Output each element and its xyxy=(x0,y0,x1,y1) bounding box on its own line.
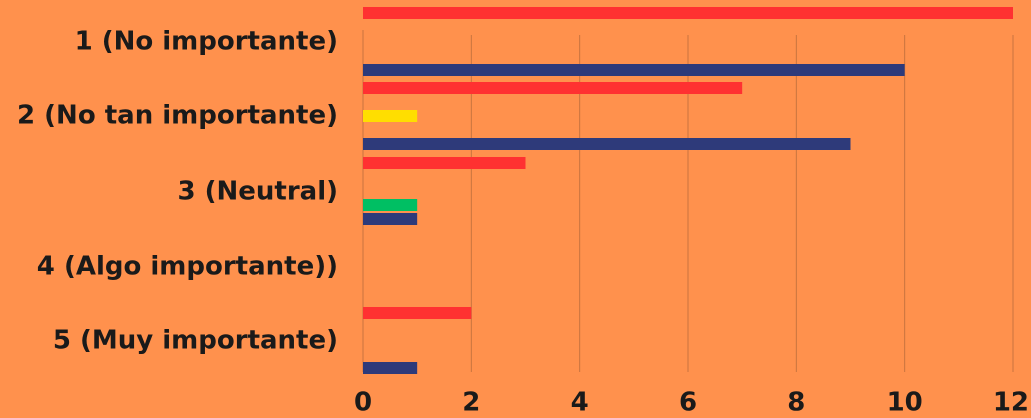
bar-series4-cat2 xyxy=(363,138,851,150)
x-tick-label-6: 6 xyxy=(679,388,697,418)
category-label-1: 1 (No importante) xyxy=(75,27,338,57)
x-tick-label-12: 12 xyxy=(993,388,1029,418)
category-label-4: 4 (Algo importante)) xyxy=(37,252,338,282)
x-tick-labels: 0 2 4 6 8 10 12 xyxy=(354,388,1029,418)
bar-series1-cat1 xyxy=(363,7,1013,19)
category-labels: 1 (No importante) 2 (No tan importante) 3 … xyxy=(17,27,338,356)
x-tick-label-8: 8 xyxy=(787,388,805,418)
bar-series1-cat2 xyxy=(363,82,743,94)
bar-series4-cat1 xyxy=(363,64,905,76)
bar-series4-cat3 xyxy=(363,213,418,225)
bars xyxy=(363,7,1013,374)
bar-series1-cat3 xyxy=(363,157,526,169)
x-tick-label-2: 2 xyxy=(462,388,480,418)
x-tick-label-4: 4 xyxy=(571,388,589,418)
bar-series4-cat5 xyxy=(363,362,418,374)
x-tick-label-10: 10 xyxy=(887,388,923,418)
x-tick-label-0: 0 xyxy=(354,388,372,418)
bar-series2-cat2 xyxy=(363,110,418,122)
category-label-3: 3 (Neutral) xyxy=(177,177,338,207)
grid-lines xyxy=(362,30,1014,372)
category-label-5: 5 (Muy importante) xyxy=(53,326,338,356)
bar-series3-cat3 xyxy=(363,199,418,211)
category-label-2: 2 (No tan importante) xyxy=(17,101,338,131)
bar-series1-cat5 xyxy=(363,307,472,319)
